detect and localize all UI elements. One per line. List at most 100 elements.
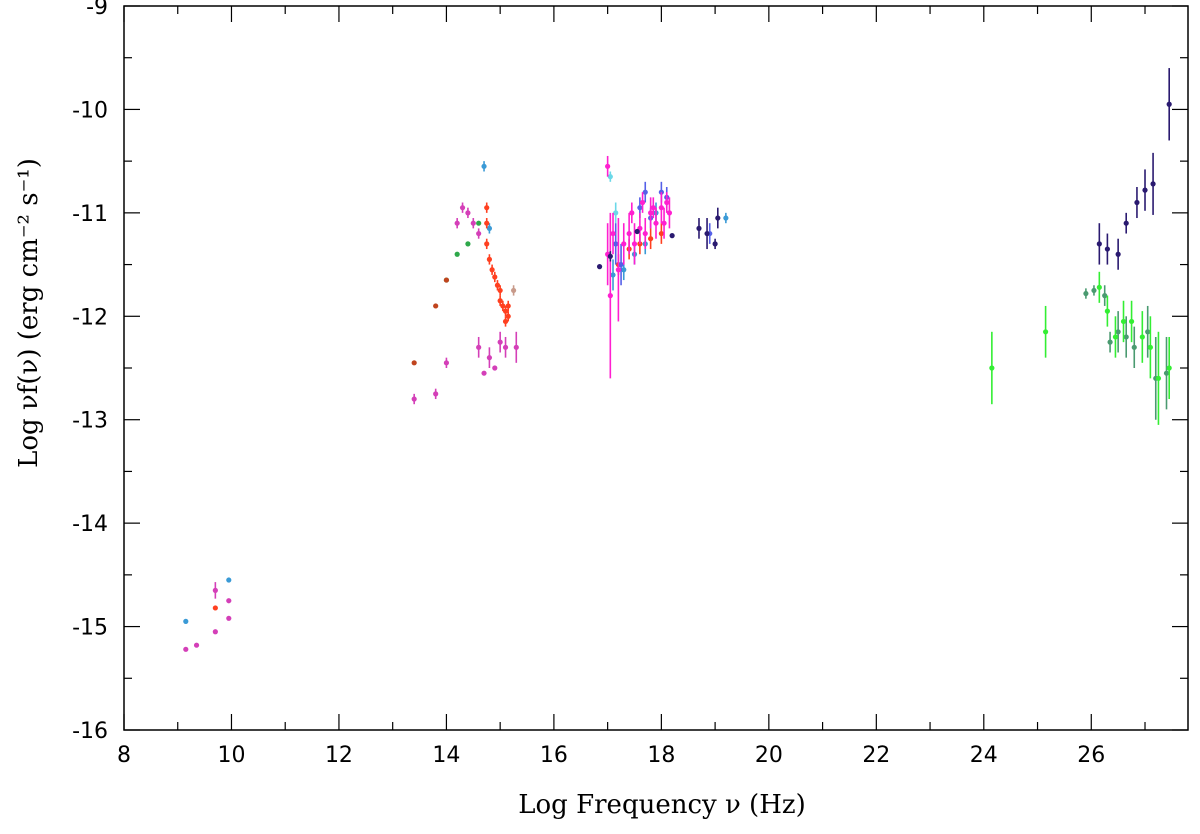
data-point — [443, 360, 450, 366]
data-point — [666, 210, 673, 216]
data-point — [723, 215, 729, 221]
data-point — [1134, 199, 1140, 206]
data-point — [1145, 329, 1151, 335]
data-point — [637, 205, 643, 211]
data-point — [489, 267, 495, 273]
data-point — [610, 272, 616, 278]
data-point — [1096, 241, 1102, 247]
data-point — [497, 339, 503, 345]
axis-ticks — [123, 5, 1188, 731]
data-point — [486, 256, 493, 262]
data-point — [484, 205, 490, 211]
data-point — [1107, 339, 1113, 345]
data-point — [500, 303, 506, 309]
data-point — [658, 230, 664, 237]
data-point — [484, 241, 490, 247]
data-point — [1083, 290, 1089, 297]
data-point — [484, 220, 490, 226]
data-point — [226, 577, 232, 583]
data-point — [1166, 101, 1172, 107]
data-point — [618, 261, 624, 268]
series-1 — [183, 202, 519, 652]
x-tick-label: 14 — [432, 743, 460, 768]
data-point — [481, 163, 487, 169]
data-point — [183, 646, 189, 652]
y-tick-label: -10 — [72, 98, 108, 123]
data-point — [621, 241, 627, 247]
data-point — [1120, 318, 1127, 325]
data-point — [1115, 329, 1121, 335]
data-point — [486, 355, 493, 361]
data-point — [212, 605, 218, 611]
series-8 — [605, 155, 673, 379]
data-point — [1096, 284, 1102, 290]
data-point — [476, 220, 482, 226]
data-point — [443, 277, 450, 283]
data-point — [459, 205, 466, 211]
data-point — [704, 230, 710, 237]
data-point — [607, 253, 613, 259]
y-tick-label: -14 — [72, 512, 108, 537]
data-point — [642, 230, 648, 237]
data-point — [648, 210, 654, 216]
data-point — [505, 313, 511, 319]
data-point — [212, 587, 218, 593]
data-point — [470, 220, 476, 226]
data-point — [653, 220, 659, 226]
data-point — [650, 205, 656, 211]
y-tick-label: -9 — [86, 0, 108, 20]
data-point — [696, 225, 702, 231]
data-point — [639, 199, 646, 206]
series-9 — [596, 68, 1172, 270]
data-point — [502, 318, 509, 325]
data-point — [1104, 308, 1110, 314]
data-point — [1091, 287, 1097, 294]
data-point — [1042, 329, 1049, 335]
data-point — [989, 365, 995, 371]
data-point — [631, 241, 638, 247]
series-10 — [1083, 285, 1170, 420]
data-point — [497, 287, 503, 294]
data-point — [1104, 246, 1110, 252]
series-6 — [607, 171, 619, 224]
data-point — [183, 618, 189, 625]
data-point — [494, 282, 501, 288]
data-point — [642, 189, 648, 195]
x-tick-label: 10 — [217, 743, 245, 768]
data-point — [454, 251, 460, 257]
data-point — [1115, 251, 1121, 257]
data-point — [193, 642, 200, 648]
data-point — [1166, 365, 1172, 371]
data-point — [1150, 181, 1156, 187]
data-point — [613, 210, 619, 216]
data-point — [658, 189, 664, 195]
data-points — [183, 68, 1172, 652]
data-point — [1155, 375, 1162, 381]
data-point — [607, 293, 613, 299]
series-4 — [212, 202, 664, 611]
data-point — [615, 267, 621, 273]
data-point — [481, 370, 487, 376]
x-tick-label: 24 — [970, 743, 998, 768]
data-point — [497, 298, 503, 304]
y-tick-label: -13 — [72, 409, 108, 434]
data-point — [226, 615, 232, 621]
data-point — [513, 344, 519, 350]
data-point — [664, 199, 670, 206]
data-point — [411, 396, 417, 402]
x-tick-label: 22 — [862, 743, 890, 768]
tick-labels: 8 10 12 14 16 18 20 22 24 26 -16 -15 -14 -13 -12 -11 -10… — [72, 0, 1105, 768]
x-tick-label: 8 — [117, 743, 131, 768]
data-point — [629, 210, 635, 216]
data-point — [1131, 344, 1137, 350]
data-point — [648, 236, 654, 242]
data-point — [476, 344, 482, 350]
data-point — [1163, 370, 1170, 376]
x-tick-label: 26 — [1077, 743, 1105, 768]
x-axis-title: Log Frequency ν (Hz) — [518, 790, 805, 820]
data-point — [492, 274, 498, 280]
data-point — [486, 225, 493, 231]
data-point — [607, 174, 613, 180]
